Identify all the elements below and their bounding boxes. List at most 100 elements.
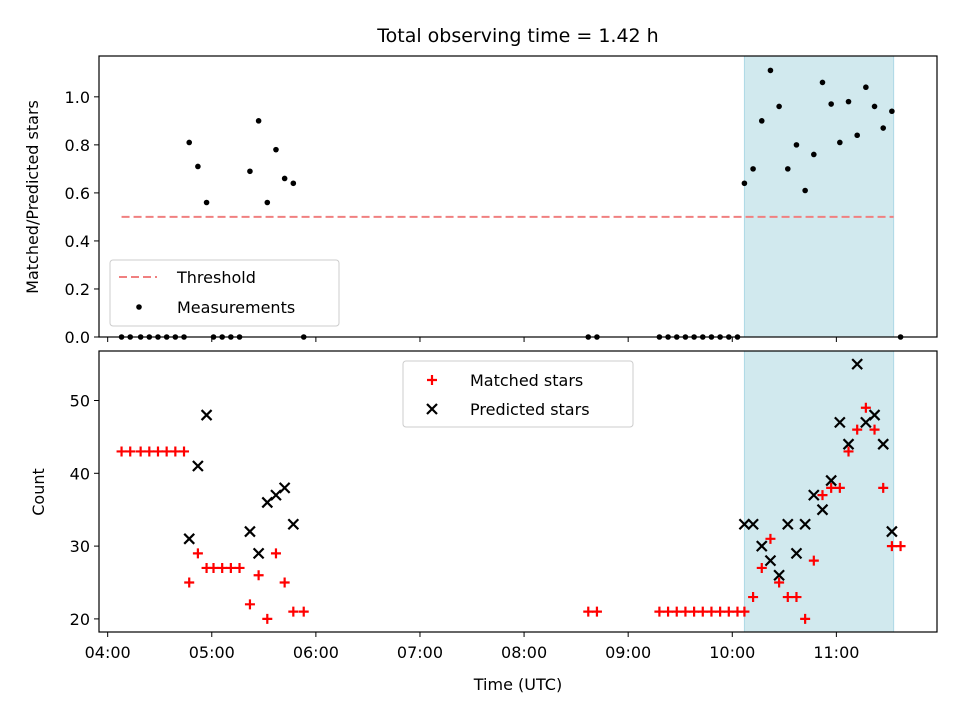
- matched-star-marker: [878, 482, 889, 493]
- top-y-tick-label: 0.2: [65, 280, 90, 299]
- top-axes-frame: [98, 55, 938, 338]
- x-tick-label: 09:00: [605, 643, 651, 662]
- measurement-point: [767, 67, 774, 74]
- matched-star-marker: [208, 562, 219, 573]
- top-y-tick-label: 0.6: [65, 184, 90, 203]
- legend-predicted-label: Predicted stars: [470, 400, 590, 419]
- measurement-point: [264, 199, 271, 206]
- matched-star-marker: [298, 606, 309, 617]
- bottom-panel: 20 30 40 50 04:00 05:00 06:00 07:00 08:00 09:00 10…: [70, 350, 938, 662]
- x-tick-label: 08:00: [501, 643, 547, 662]
- matched-star-marker: [170, 446, 181, 457]
- predicted-star-marker: [825, 474, 837, 487]
- matched-star-marker: [765, 533, 776, 544]
- predicted-star-marker: [773, 569, 785, 581]
- top-y-tick-label: 1.0: [65, 88, 90, 107]
- measurement-point: [863, 84, 869, 91]
- predicted-star-marker: [252, 547, 265, 560]
- matched-star-marker: [739, 606, 750, 617]
- bottom-y-tick-label: 30: [70, 537, 90, 556]
- bottom-y-axis-label: Count: [29, 468, 48, 516]
- x-tick-label: 10:00: [709, 643, 755, 662]
- matched-star-marker: [817, 490, 828, 501]
- legend-measurement-swatch: [136, 304, 142, 310]
- measurement-point: [880, 125, 887, 131]
- matched-star-marker: [244, 599, 255, 610]
- measurement-point: [776, 103, 782, 110]
- top-legend-box: [109, 259, 340, 327]
- predicted-star-marker: [842, 438, 855, 450]
- predicted-star-marker: [764, 554, 777, 567]
- matched-star-marker: [217, 562, 228, 573]
- measurement-point: [203, 199, 210, 206]
- matched-star-marker: [774, 577, 785, 588]
- measurement-point: [793, 142, 800, 148]
- bottom-y-tick-label: 40: [70, 464, 90, 483]
- matched-star-marker: [279, 577, 290, 588]
- matched-star-marker: [152, 446, 163, 457]
- predicted-star-marker: [877, 438, 889, 450]
- chart-title: Total observing time = 1.42 h: [376, 25, 658, 47]
- top-legend: Threshold Measurements: [109, 259, 340, 327]
- matched-star-marker: [135, 446, 146, 457]
- measurement-point: [281, 175, 288, 182]
- top-y-tick-label: 0.0: [65, 328, 90, 347]
- bottom-legend-box: [402, 360, 634, 428]
- measurement-point: [290, 180, 297, 187]
- predicted-star-marker: [782, 518, 794, 531]
- matched-star-marker: [886, 541, 897, 552]
- matched-star-marker: [144, 446, 155, 457]
- matched-star-marker: [782, 592, 793, 603]
- measurement-point: [273, 146, 279, 153]
- matched-star-marker: [427, 375, 437, 385]
- predicted-star-marker: [808, 489, 820, 501]
- measurement-point: [845, 98, 852, 105]
- matched-star-marker: [654, 606, 665, 617]
- measurement-point: [802, 187, 808, 194]
- measurement-point: [811, 151, 817, 158]
- predicted-star-marker: [278, 482, 291, 494]
- matched-star-marker: [869, 424, 880, 435]
- measurement-point: [758, 118, 765, 124]
- legend-predicted-swatch: [426, 403, 438, 415]
- measurement-point: [828, 101, 834, 107]
- legend-threshold-label: Threshold: [176, 268, 256, 287]
- measurement-point: [784, 166, 791, 172]
- matched-star-marker: [756, 562, 767, 573]
- predicted-star-marker: [851, 358, 863, 370]
- predicted-star-marker: [868, 409, 881, 421]
- matched-star-marker: [671, 606, 682, 617]
- matched-star-marker: [723, 606, 734, 617]
- predicted-star-marker: [287, 518, 300, 531]
- matched-star-marker: [800, 613, 811, 624]
- measurement-point: [255, 118, 262, 124]
- predicted-star-marker: [747, 518, 759, 531]
- matched-star-marker: [161, 446, 172, 457]
- top-y-axis-label: Matched/Predicted stars: [23, 100, 42, 294]
- predicted-star-marker: [244, 525, 256, 538]
- matched-star-marker: [706, 606, 717, 617]
- matched-star-marker: [860, 402, 871, 413]
- matched-star-marker: [808, 555, 819, 566]
- top-y-tick-label: 0.4: [65, 232, 90, 251]
- measurement-point: [871, 103, 878, 110]
- x-tick-label: 04:00: [85, 643, 131, 662]
- matched-star-marker: [834, 482, 845, 493]
- measurement-point: [837, 139, 843, 146]
- predicted-star-marker: [816, 503, 829, 516]
- measurement-point: [819, 79, 826, 86]
- matched-star-marker: [697, 606, 708, 617]
- matched-star-marker: [715, 606, 726, 617]
- measurement-point: [889, 108, 895, 115]
- measurement-point: [195, 163, 201, 170]
- bottom-observing-window: [743, 350, 895, 633]
- predicted-star-marker: [799, 518, 811, 531]
- measurement-point: [741, 180, 748, 187]
- x-tick-label: 11:00: [813, 643, 859, 662]
- measurement-point: [854, 132, 860, 139]
- matched-star-marker: [680, 606, 691, 617]
- bottom-axes-frame: [98, 350, 938, 633]
- measurement-point: [186, 139, 193, 146]
- matched-star-marker: [253, 570, 264, 581]
